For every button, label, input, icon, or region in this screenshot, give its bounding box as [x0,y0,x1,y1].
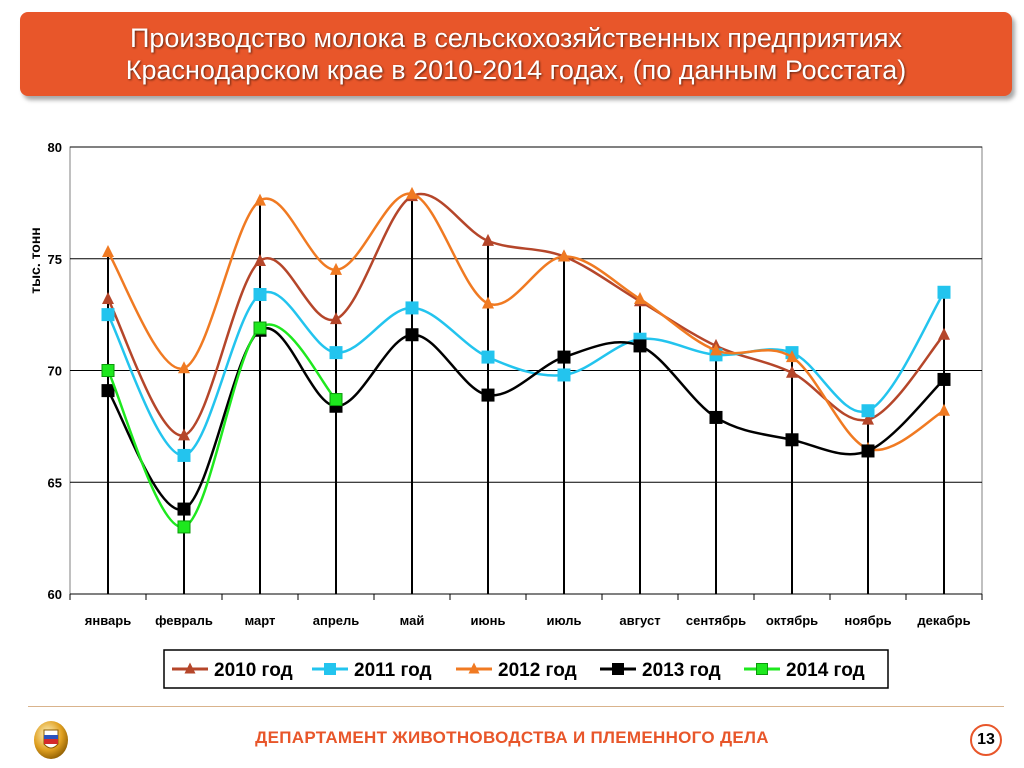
data-point [482,233,494,246]
data-point [481,388,495,402]
legend-item-2: 2011 год [312,660,432,681]
data-point [938,327,950,340]
data-point [861,404,875,418]
y-tick-label: 80 [48,140,62,155]
y-axis-label: тыс. тонн [27,227,43,294]
data-point [937,372,951,386]
data-point [482,296,494,309]
data-point [330,312,342,325]
y-tick-label: 65 [48,475,62,490]
data-point [329,393,343,407]
data-point [177,520,191,534]
legend-marker [184,662,196,674]
x-tick-label: октябрь [766,613,818,628]
data-point [177,502,191,516]
data-point [101,384,115,398]
x-tick-label: декабрь [917,613,970,628]
data-point [557,350,571,364]
emblem-icon [34,721,68,759]
legend-item-4: 2013 год [600,660,721,681]
x-tick-label: февраль [155,613,213,628]
data-point [177,448,191,462]
x-tick-label: март [245,613,276,628]
legend-label: 2011 год [354,660,432,681]
data-point [101,308,115,322]
y-tick-label: 60 [48,587,62,602]
data-point [405,301,419,315]
data-point [557,368,571,382]
legend-label: 2010 год [214,660,293,681]
data-point [254,253,266,266]
data-point [253,321,267,335]
legend-marker [468,662,480,674]
x-tick-label: август [619,613,660,628]
legend-item-5: 2014 год [744,660,865,681]
data-point [861,444,875,458]
legend-box [163,649,889,689]
data-point [481,350,495,364]
data-point [786,350,798,363]
series-line [106,323,337,529]
data-point [254,193,266,206]
data-point [710,343,722,356]
chart: 60 65 70 75 80 январь февраль март апрель май июнь… [27,140,983,689]
data-point [937,285,951,299]
data-point [709,410,723,424]
chart-series [101,186,951,534]
y-tick-label: 70 [48,364,62,379]
data-point [102,245,114,258]
y-tick-label: 75 [48,252,62,267]
data-point [253,288,267,302]
chart-legend: 2010 год 2011 год 2012 год 2013 год 2014 год [163,649,889,689]
data-point [406,186,418,199]
data-point [405,328,419,342]
data-point [178,428,190,441]
legend-marker [756,663,768,675]
legend-marker [324,663,336,675]
data-point [329,346,343,360]
data-point [330,262,342,275]
data-point [102,291,114,304]
data-point [634,291,646,304]
footer-department: ДЕПАРТАМЕНТ ЖИВОТНОВОДСТВА И ПЛЕМЕННОГО … [255,728,769,747]
legend-label: 2013 год [642,660,721,681]
legend-marker [612,663,624,675]
chart-grid [69,146,983,595]
title-line-1: Производство молока в сельскохозяйственн… [129,23,902,53]
series-5 [101,321,343,534]
x-tick-label: апрель [313,613,360,628]
series-4 [101,323,951,516]
data-point [633,339,647,353]
legend-item-1: 2010 год [172,660,293,681]
title-banner: Производство молока в сельскохозяйственн… [20,12,1012,96]
data-point [558,249,570,262]
legend-item-3: 2012 год [456,660,577,681]
footer-divider [28,706,1004,707]
x-tick-label: июль [546,613,581,628]
x-tick-label: ноябрь [844,613,891,628]
data-point [178,361,190,374]
data-point [786,365,798,378]
x-tick-label: июнь [471,613,506,628]
legend-label: 2012 год [498,660,577,681]
legend-label: 2014 год [786,660,865,681]
page-number: 13 [970,724,1002,756]
x-tick-label: май [400,613,425,628]
data-point [938,403,950,416]
title-line-2: Краснодарском крае в 2010-2014 годах, (п… [125,55,907,85]
data-point [862,412,874,425]
x-tick-label: сентябрь [686,613,746,628]
chart-axes: 60 65 70 75 80 январь февраль март апрель май июнь… [27,140,983,628]
data-point [785,433,799,447]
x-tick-label: январь [85,613,131,628]
data-point [101,364,115,377]
